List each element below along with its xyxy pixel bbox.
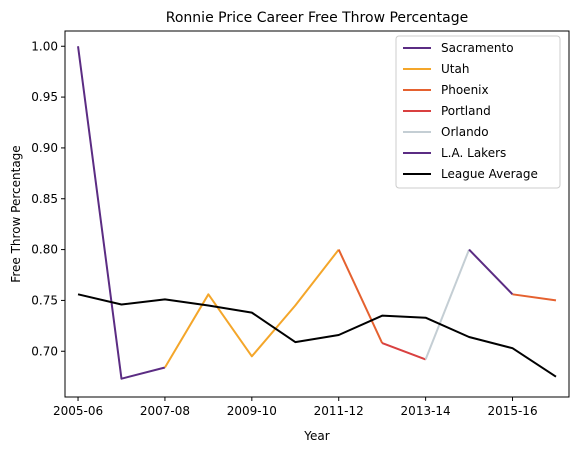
- x-tick-label: 2007-08: [140, 404, 190, 418]
- x-tick-label: 2015-16: [487, 404, 537, 418]
- series-line-l-a-lakers: [468, 248, 514, 296]
- series-line-portland: [381, 342, 426, 361]
- plot-lines: [77, 46, 557, 380]
- y-tick-label: 0.95: [31, 90, 58, 104]
- y-tick-label: 0.85: [31, 192, 58, 206]
- legend-item-portland: Portland: [403, 104, 491, 118]
- legend-label: Phoenix: [441, 83, 489, 97]
- chart-title: Ronnie Price Career Free Throw Percentag…: [166, 10, 468, 26]
- legend-item-utah: Utah: [403, 62, 469, 76]
- legend-label: League Average: [441, 167, 538, 181]
- legend-label: Orlando: [441, 125, 489, 139]
- legend-item-orlando: Orlando: [403, 125, 489, 139]
- series-line-sacramento: [77, 46, 166, 380]
- legend-label: Portland: [441, 104, 491, 118]
- y-tick-label: 0.75: [31, 293, 58, 307]
- legend-items: Sacramento Utah Phoenix Portland Orlando L.A.…: [403, 41, 538, 181]
- y-tick-label: 0.90: [31, 141, 58, 155]
- series-line-phoenix: [337, 249, 384, 344]
- legend-box: [395, 35, 561, 189]
- legend-item-l-a-lakers: L.A. Lakers: [403, 146, 506, 160]
- y-axis: 0.70 0.75 0.80 0.85 0.90 0.95 1.00: [31, 39, 65, 358]
- legend-item-league-average: League Average: [403, 167, 538, 181]
- y-tick-label: 0.80: [31, 243, 58, 257]
- x-tick-label: 2009-10: [227, 404, 277, 418]
- y-tick-label: 0.70: [31, 344, 58, 358]
- legend-label: Utah: [441, 62, 469, 76]
- series-line-phoenix: [512, 293, 557, 302]
- y-tick-label: 1.00: [31, 39, 58, 53]
- x-tick-label: 2011-12: [314, 404, 364, 418]
- series-line-utah: [164, 248, 340, 369]
- x-axis-label: Year: [303, 429, 329, 443]
- legend-label: Sacramento: [441, 41, 514, 55]
- x-tick-label: 2013-14: [401, 404, 451, 418]
- x-tick-label: 2005-06: [53, 404, 103, 418]
- x-axis: 2005-06 2007-08 2009-10 2011-12 2013-14 2015-…: [53, 397, 538, 418]
- y-axis-label: Free Throw Percentage: [9, 145, 23, 282]
- plot-frame: [64, 30, 570, 398]
- series-line-league-average: [77, 293, 557, 378]
- legend: Sacramento Utah Phoenix Portland Orlando L.A.…: [395, 35, 561, 189]
- legend-item-phoenix: Phoenix: [403, 83, 489, 97]
- series-line-orlando: [424, 249, 470, 360]
- legend-item-sacramento: Sacramento: [403, 41, 514, 55]
- legend-label: L.A. Lakers: [441, 146, 506, 160]
